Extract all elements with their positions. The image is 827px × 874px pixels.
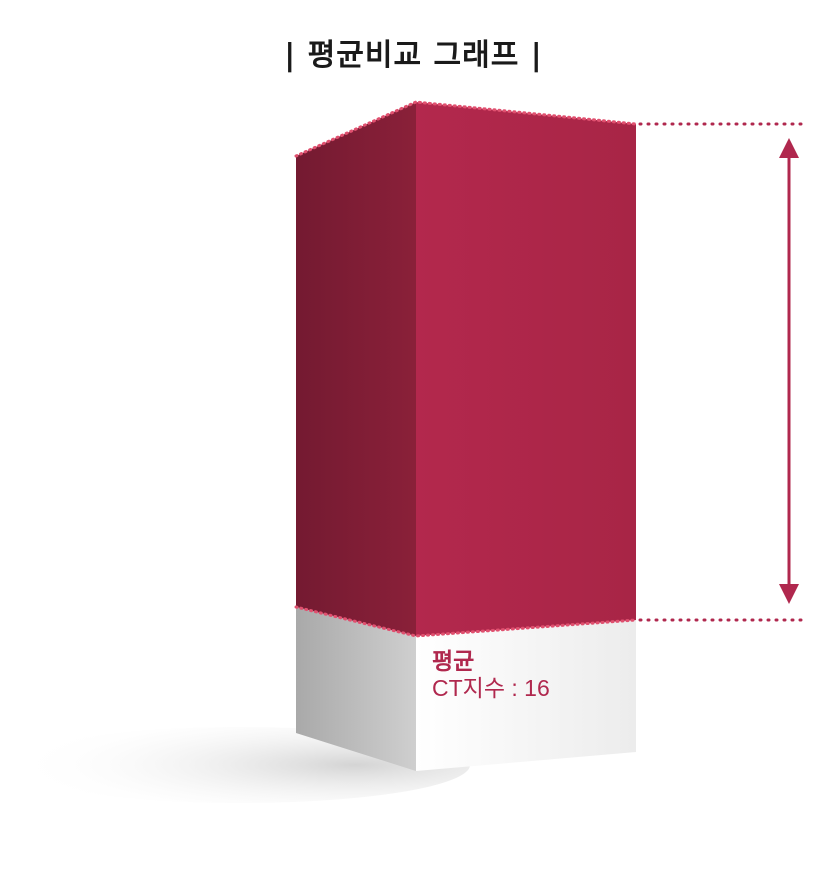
base-side-face [296, 607, 416, 771]
average-ct-label: 평균 CT지수 : 16 [432, 648, 550, 702]
page-title: | 평균비교 그래프 | [284, 38, 543, 73]
height-arrow [779, 138, 799, 604]
bar-front-face [416, 102, 636, 636]
base-front-face [416, 620, 636, 771]
bar-side-face [296, 102, 416, 636]
bar-dotted-edges [294, 100, 638, 638]
ct-index-label: CT지수 : 16 [432, 675, 550, 701]
height-guide-lines [638, 122, 806, 622]
average-label: 평균 [432, 648, 475, 674]
